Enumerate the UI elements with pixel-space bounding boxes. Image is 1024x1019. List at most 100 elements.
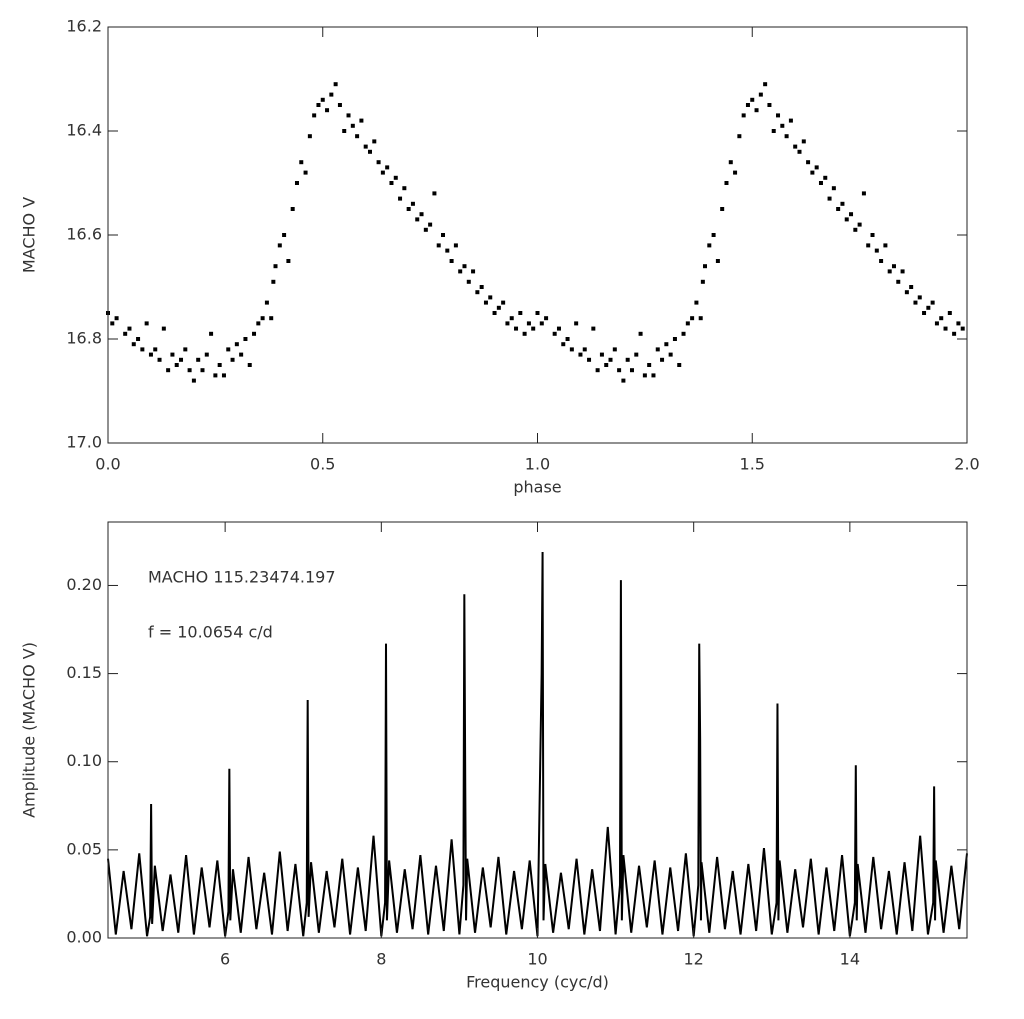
data-point xyxy=(690,316,695,321)
data-point xyxy=(260,316,265,321)
data-point xyxy=(574,321,579,326)
data-point xyxy=(604,363,609,367)
data-point xyxy=(780,123,785,128)
data-point xyxy=(861,191,866,196)
data-point xyxy=(767,103,772,107)
data-point xyxy=(724,181,729,185)
data-point xyxy=(904,290,909,295)
data-point xyxy=(144,321,149,326)
data-point xyxy=(857,222,862,227)
data-point xyxy=(333,82,338,87)
data-point xyxy=(750,97,755,102)
data-point xyxy=(363,144,368,149)
data-point xyxy=(655,347,660,352)
data-point xyxy=(496,305,501,310)
data-point xyxy=(595,368,600,373)
data-point xyxy=(148,352,153,357)
data-point xyxy=(642,373,647,378)
x-tick-label: 1.5 xyxy=(740,455,765,474)
data-point xyxy=(239,352,244,357)
data-point xyxy=(127,326,132,331)
data-point xyxy=(170,352,175,357)
data-point xyxy=(565,337,570,341)
data-point xyxy=(844,217,849,222)
data-point xyxy=(849,212,854,217)
data-point xyxy=(355,134,360,139)
data-point xyxy=(943,326,948,331)
data-point xyxy=(853,227,858,232)
data-point xyxy=(891,264,896,269)
data-point xyxy=(900,269,905,274)
data-point xyxy=(552,331,557,336)
data-point xyxy=(462,264,467,269)
y-tick-label: 16.8 xyxy=(66,329,102,348)
data-point xyxy=(677,363,682,367)
data-point xyxy=(806,160,811,165)
data-point xyxy=(763,82,768,87)
data-point xyxy=(204,352,209,357)
y-tick-label: 0.15 xyxy=(66,663,102,682)
data-point xyxy=(741,113,746,118)
data-point xyxy=(874,248,879,253)
data-point xyxy=(883,243,888,248)
data-point xyxy=(161,326,166,331)
data-point xyxy=(307,134,312,139)
data-point xyxy=(582,347,587,352)
data-point xyxy=(501,300,506,305)
x-axis-label: phase xyxy=(513,478,561,497)
data-point xyxy=(664,342,669,347)
data-point xyxy=(187,368,192,373)
data-point xyxy=(887,269,892,274)
data-point xyxy=(346,113,351,118)
data-point xyxy=(700,279,705,284)
data-point xyxy=(376,160,381,165)
data-point xyxy=(350,123,355,128)
data-point xyxy=(840,201,845,206)
data-point xyxy=(539,321,544,326)
data-point xyxy=(514,326,519,331)
data-point xyxy=(303,170,308,175)
data-point xyxy=(359,118,364,123)
data-point xyxy=(707,243,712,248)
y-tick-label: 0.10 xyxy=(66,751,102,770)
data-point xyxy=(226,347,231,352)
data-point xyxy=(325,108,330,113)
data-point xyxy=(110,321,115,326)
data-point xyxy=(801,139,806,144)
data-point xyxy=(823,175,828,180)
data-point xyxy=(415,217,420,222)
y-tick-label: 16.6 xyxy=(66,225,102,244)
data-point xyxy=(393,175,398,180)
data-point xyxy=(277,243,282,248)
data-point xyxy=(320,97,325,102)
data-point xyxy=(153,347,158,352)
x-tick-label: 2.0 xyxy=(954,455,979,474)
data-point xyxy=(797,149,802,154)
y-tick-label: 0.05 xyxy=(66,839,102,858)
data-point xyxy=(647,363,652,367)
data-point xyxy=(578,352,583,357)
data-point xyxy=(599,352,604,357)
data-point xyxy=(329,92,334,97)
data-point xyxy=(960,326,965,331)
x-axis-label: Frequency (cyc/d) xyxy=(466,973,609,992)
data-point xyxy=(728,160,733,165)
y-tick-label: 17.0 xyxy=(66,433,102,452)
data-point xyxy=(286,259,291,263)
data-point xyxy=(711,233,716,237)
data-point xyxy=(917,295,922,300)
x-tick-label: 10 xyxy=(527,950,547,969)
data-point xyxy=(428,222,433,227)
data-point xyxy=(367,149,372,154)
data-point xyxy=(337,103,342,107)
data-point xyxy=(733,170,738,175)
data-point xyxy=(715,259,720,263)
data-point xyxy=(737,134,742,139)
data-point xyxy=(432,191,437,196)
data-point xyxy=(587,357,592,362)
y-axis-label: MACHO V xyxy=(20,197,39,273)
data-point xyxy=(252,331,257,336)
data-point xyxy=(316,103,321,107)
data-point xyxy=(402,186,407,191)
data-point xyxy=(380,170,385,175)
